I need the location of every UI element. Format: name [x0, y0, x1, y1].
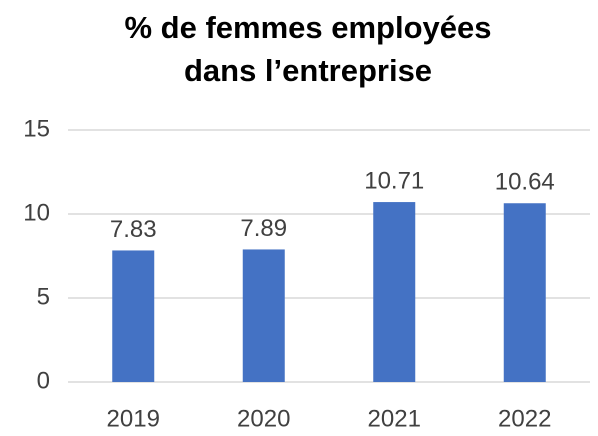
- y-tick-label: 15: [23, 115, 50, 142]
- data-label: 10.64: [495, 169, 555, 196]
- bar: [242, 249, 285, 382]
- x-tick-label: 2022: [498, 405, 551, 432]
- chart-title: % de femmes employées: [124, 10, 491, 45]
- y-tick-label: 5: [37, 283, 50, 310]
- bar: [373, 202, 416, 382]
- x-tick-label: 2019: [107, 405, 160, 432]
- bar: [503, 203, 546, 382]
- y-tick-label: 10: [23, 199, 50, 226]
- data-label: 10.71: [364, 167, 424, 194]
- x-tick-label: 2020: [237, 405, 290, 432]
- data-label: 7.89: [240, 215, 287, 242]
- data-label: 7.83: [110, 216, 157, 243]
- chart-title: dans l’entreprise: [184, 53, 432, 88]
- x-tick-label: 2021: [368, 405, 421, 432]
- y-tick-label: 0: [37, 367, 50, 394]
- bar: [112, 250, 155, 382]
